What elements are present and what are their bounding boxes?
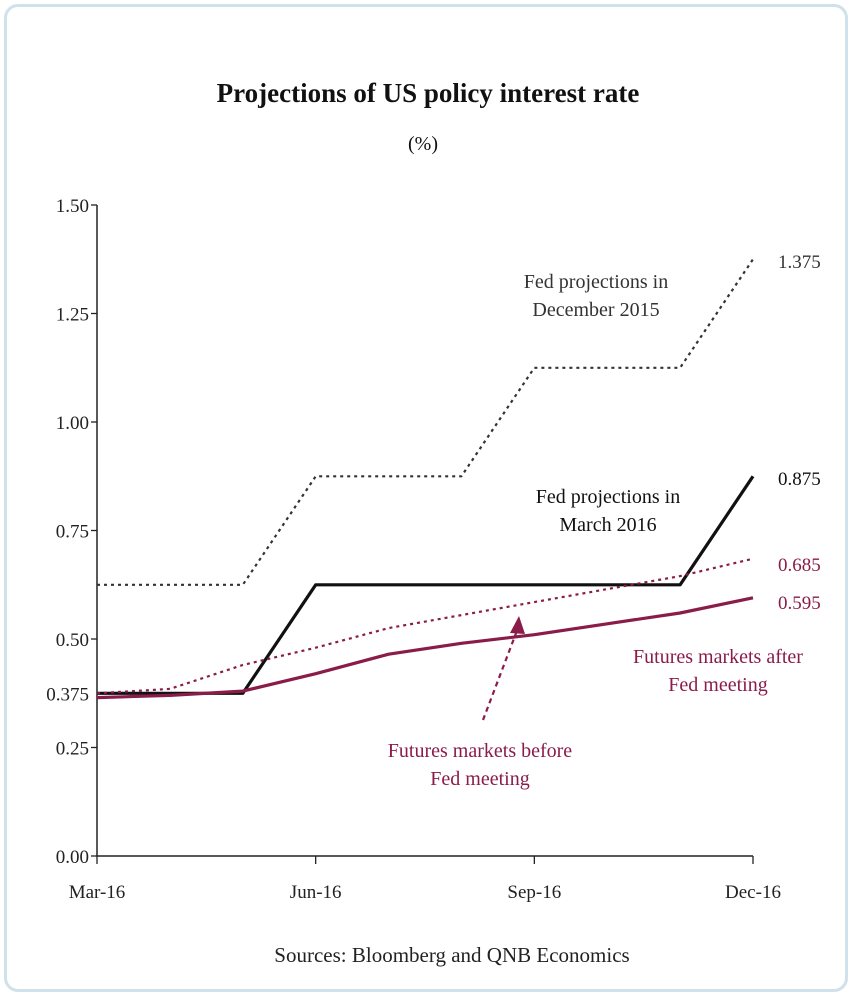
x-tick-label: Jun-16 [290,882,342,903]
series-annotation-3-line-2: Fed meeting [430,768,529,790]
y-tick-label: 0.50 [56,630,89,651]
y-tick-label: 0.75 [56,522,89,543]
series-annotation-2-line-1: Fed projections in [536,486,680,508]
y-tick-label: 1.25 [56,305,89,326]
series-line-2 [97,475,755,695]
y-tick-label-extra: 0.375 [46,684,89,705]
end-value-label-1: 1.375 [778,252,821,273]
x-tick-label: Sep-16 [507,882,561,903]
series-annotation-4-line-2: Fed meeting [668,674,767,696]
x-tick-label: Mar-16 [69,882,126,903]
series-labels: 1.375 0.875 0.685 0.595 Fed projections in De… [388,252,821,790]
y-tick-label: 1.50 [56,196,89,217]
series-line-3 [96,557,754,695]
annotation-arrow-head [510,616,525,634]
y-tick-label: 0.25 [56,739,89,760]
end-value-label-3: 0.685 [778,555,821,576]
end-value-label-4: 0.595 [778,593,821,614]
series-annotation-1-line-1: Fed projections in [524,271,668,293]
chart-subtitle: (%) [408,133,438,155]
end-value-label-2: 0.875 [778,469,821,490]
y-tick-label: 1.00 [56,413,89,434]
chart-source: Sources: Bloomberg and QNB Economics [274,943,629,967]
chart-frame [4,4,848,992]
x-tick-label: Dec-16 [725,882,781,903]
series-annotation-1-line-2: December 2015 [532,299,659,321]
series-annotation-4-line-1: Futures markets after [633,646,803,668]
y-tick-label: 0.00 [56,847,89,868]
series-annotation-2-line-2: March 2016 [559,514,656,536]
series-lines [96,258,755,700]
chart-title: Projections of US policy interest rate [217,78,640,108]
annotation-arrow-line [481,627,520,721]
series-line-1 [97,258,754,586]
series-annotation-3-line-1: Futures markets before [388,740,573,762]
axes: 0.00 0.25 0.50 0.75 1.00 1.25 1.50 0.375 Mar-16 J… [46,196,781,903]
series-line-4 [96,596,754,700]
